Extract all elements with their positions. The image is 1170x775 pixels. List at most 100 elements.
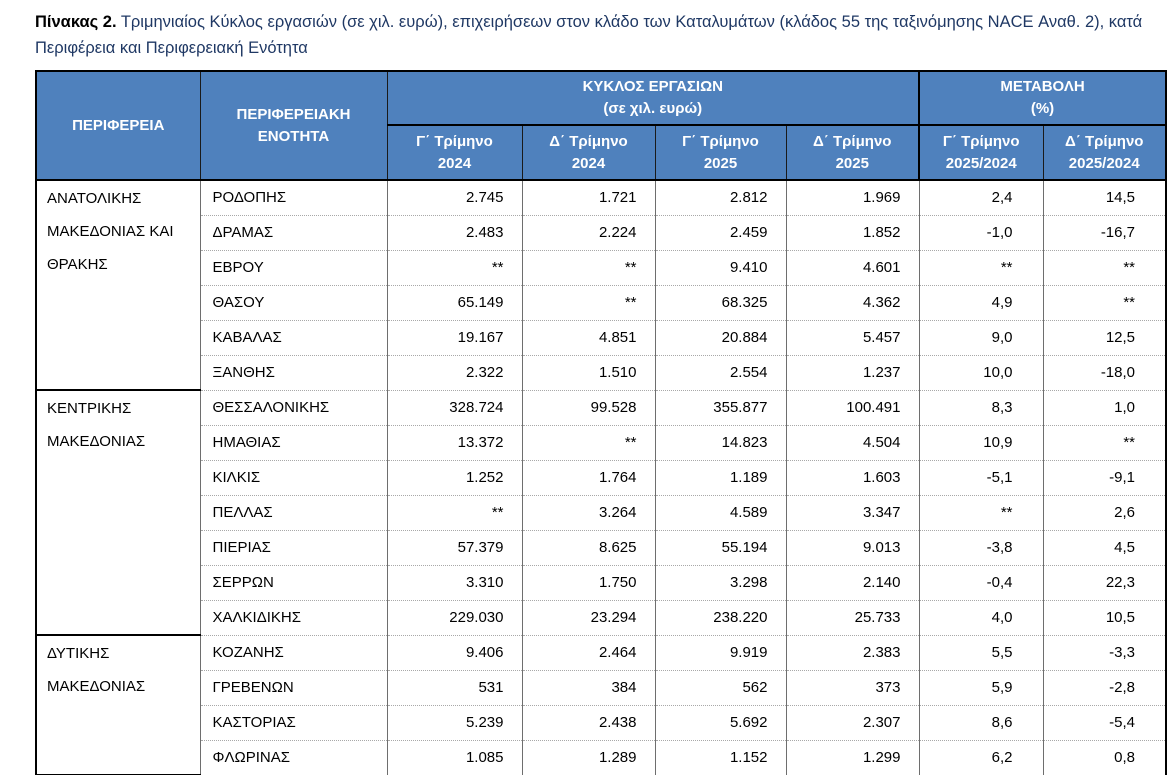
change-value-cell: 12,5 [1042,319,1167,355]
table-title: Πίνακας 2. Τριμηνιαίος Κύκλος εργασιών (… [35,9,1143,61]
turnover-value-cell: 4.362 [785,284,920,320]
sub-line2: 2025 [835,154,869,172]
region-cell: ΑΝΑΤΟΛΙΚΗΣ ΜΑΚΕΔΟΝΙΑΣ ΚΑΙ ΘΡΑΚΗΣ [36,180,201,391]
change-value-cell: -3,8 [918,529,1044,565]
turnover-value-cell: 373 [785,669,920,705]
sub-line1: Δ΄ Τρίμηνο [813,132,892,150]
turnover-value-cell: 2.745 [386,180,523,215]
turnover-value-cell: 2.464 [521,634,656,670]
turnover-value-cell: 9.013 [785,529,920,565]
sub-line1: Γ΄ Τρίμηνο [416,132,493,150]
table-row: ΚΑΣΤΟΡΙΑΣ 5.239 2.438 5.692 2.307 8,6 -5,4 [36,704,1167,740]
unit-cell: ΘΑΣΟΥ [199,284,388,320]
unit-cell: ΗΜΑΘΙΑΣ [199,424,388,460]
turnover-value-cell: 2.307 [785,704,920,740]
unit-cell: ΣΕΡΡΩΝ [199,564,388,600]
change-value-cell: -16,7 [1042,214,1167,250]
turnover-value-cell: 1.969 [785,180,920,215]
turnover-value-cell: ** [521,284,656,320]
turnover-value-cell: 14.823 [654,424,787,460]
turnover-value-cell: 1.252 [386,459,523,495]
table-row: ΗΜΑΘΙΑΣ 13.372 ** 14.823 4.504 10,9 ** [36,424,1167,460]
change-value-cell: 2,6 [1042,494,1167,530]
header-turnover-group: ΚΥΚΛΟΣ ΕΡΓΑΣΙΩΝ (σε χιλ. ευρώ) [386,70,920,126]
turnover-value-cell: ** [521,424,656,460]
change-value-cell: 5,9 [918,669,1044,705]
turnover-value-cell: 1.237 [785,354,920,390]
change-value-cell: 6,2 [918,739,1044,775]
header-q4-2025: Δ΄ Τρίμηνο 2025 [785,124,920,181]
header-turnover-line2: (σε χιλ. ευρώ) [603,100,703,117]
turnover-value-cell: 1.085 [386,739,523,775]
table-row: ΦΛΩΡΙΝΑΣ 1.085 1.289 1.152 1.299 6,2 0,8 [36,739,1167,775]
table-row: ΔΥΤΙΚΗΣ ΜΑΚΕΔΟΝΙΑΣ ΚΟΖΑΝΗΣ 9.406 2.464 9.919… [36,634,1167,775]
table-title-label: Πίνακας 2. [35,13,117,31]
turnover-value-cell: 1.289 [521,739,656,775]
change-value-cell: 9,0 [918,319,1044,355]
turnover-value-cell: 99.528 [521,389,656,425]
sub-line2: 2024 [437,154,472,172]
header-turnover-line1: ΚΥΚΛΟΣ ΕΡΓΑΣΙΩΝ [582,78,723,95]
turnover-value-cell: 20.884 [654,319,787,355]
turnover-value-cell: 4.851 [521,319,656,355]
turnover-value-cell: 2.383 [785,634,920,670]
change-value-cell: ** [1042,249,1167,285]
turnover-value-cell: ** [386,249,523,285]
unit-cell: ΕΒΡΟΥ [199,249,388,285]
turnover-value-cell: 1.764 [521,459,656,495]
turnover-value-cell: ** [521,249,656,285]
change-value-cell: -18,0 [1042,354,1167,390]
table-row: ΔΡΑΜΑΣ 2.483 2.224 2.459 1.852 -1,0 -16,7 [36,214,1167,250]
sub-line2: 2025/2024 [945,154,1017,172]
change-value-cell: 10,5 [1042,599,1167,635]
turnover-value-cell: 2.224 [521,214,656,250]
turnover-value-cell: 1.721 [521,180,656,215]
change-value-cell: 4,5 [1042,529,1167,565]
table-row: ΠΕΛΛΑΣ ** 3.264 4.589 3.347 ** 2,6 [36,494,1167,530]
turnover-value-cell: 2.322 [386,354,523,390]
turnover-value-cell: 9.410 [654,249,787,285]
turnover-value-cell: 1.852 [785,214,920,250]
change-value-cell: -5,4 [1042,704,1167,740]
turnover-value-cell: 55.194 [654,529,787,565]
change-value-cell: 5,5 [918,634,1044,670]
change-value-cell: 0,8 [1042,739,1167,775]
unit-cell: ΦΛΩΡΙΝΑΣ [199,739,388,775]
turnover-value-cell: 9.406 [386,634,523,670]
turnover-value-cell: 5.457 [785,319,920,355]
turnover-value-cell: 3.298 [654,564,787,600]
change-value-cell: -1,0 [918,214,1044,250]
turnover-value-cell: 384 [521,669,656,705]
unit-cell: ΞΑΝΘΗΣ [199,354,388,390]
turnover-value-cell: 3.310 [386,564,523,600]
region-cell: ΚΕΝΤΡΙΚΗΣ ΜΑΚΕΔΟΝΙΑΣ [36,389,201,636]
sub-line2: 2025 [703,154,738,172]
turnover-value-cell: 68.325 [654,284,787,320]
turnover-value-cell: 100.491 [785,389,920,425]
header-sub-row: Γ΄ Τρίμηνο 2024 Δ΄ Τρίμηνο 2024 Γ΄ Τρίμη… [36,124,1167,181]
change-value-cell: ** [1042,424,1167,460]
header-unit: ΠΕΡΙΦΕΡΕΙΑΚΗ ΕΝΟΤΗΤΑ [199,70,388,181]
turnover-value-cell: 2.812 [654,180,787,215]
table-title-text: Τριμηνιαίος Κύκλος εργασιών (σε χιλ. ευρ… [35,13,1143,57]
turnover-value-cell: 1.299 [785,739,920,775]
region-cell: ΔΥΤΙΚΗΣ ΜΑΚΕΔΟΝΙΑΣ [36,634,201,775]
header-region: ΠΕΡΙΦΕΡΕΙΑ [35,70,201,181]
turnover-value-cell: 1.750 [521,564,656,600]
unit-cell: ΡΟΔΟΠΗΣ [199,180,388,215]
turnover-value-cell: 3.347 [785,494,920,530]
change-value-cell: ** [918,249,1044,285]
turnover-value-cell: 4.589 [654,494,787,530]
turnover-value-cell: 1.603 [785,459,920,495]
change-value-cell: -9,1 [1042,459,1167,495]
turnover-value-cell: 5.239 [386,704,523,740]
sub-line1: Δ΄ Τρίμηνο [1065,132,1144,150]
table-row: ΚΑΒΑΛΑΣ 19.167 4.851 20.884 5.457 9,0 12,5 [36,319,1167,355]
turnover-value-cell: 2.483 [386,214,523,250]
header-change-line1: ΜΕΤΑΒΟΛΗ [1000,78,1085,95]
header-change-line2: (%) [1030,100,1055,117]
table-body: ΑΝΑΤΟΛΙΚΗΣ ΜΑΚΕΔΟΝΙΑΣ ΚΑΙ ΘΡΑΚΗΣ ΡΟΔΟΠΗΣ 2… [36,180,1167,775]
change-value-cell: 4,9 [918,284,1044,320]
header-q3-2024: Γ΄ Τρίμηνο 2024 [386,124,523,181]
